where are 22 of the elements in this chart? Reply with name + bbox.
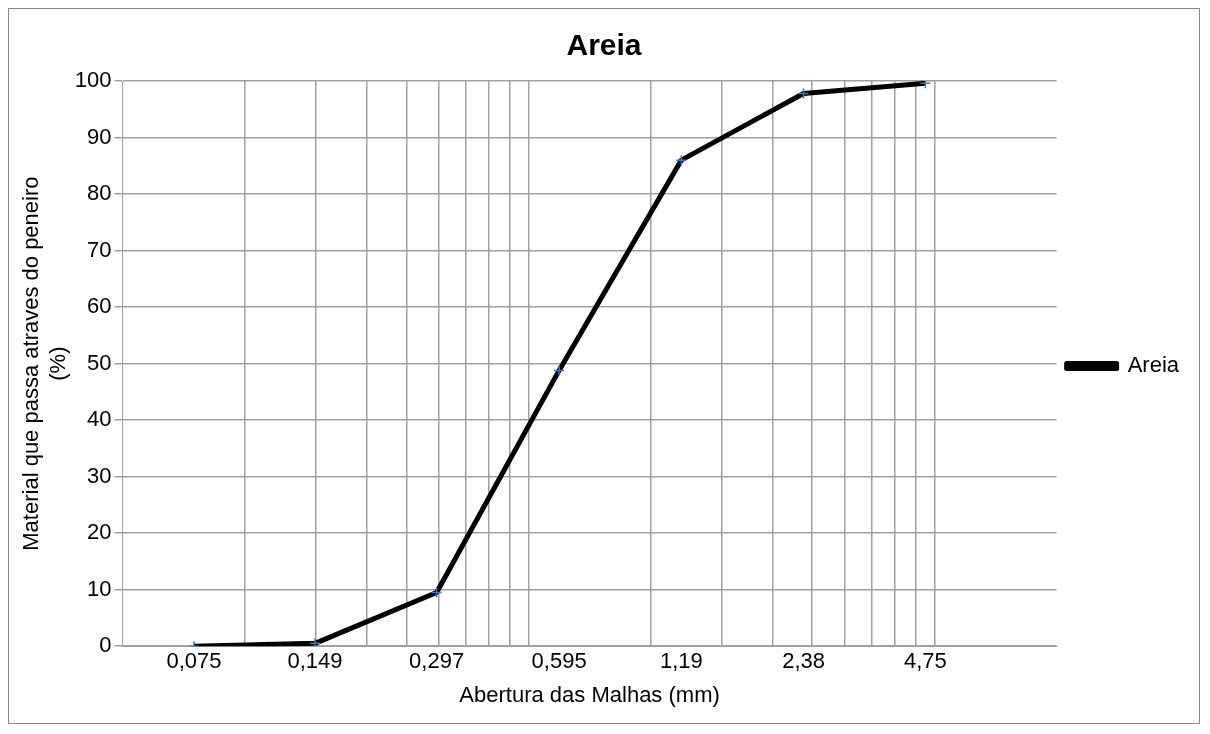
x-tick-label: 0,149 xyxy=(287,648,343,674)
y-tick-label: 80 xyxy=(87,180,112,206)
x-tick-label: 0,297 xyxy=(409,648,465,674)
x-tick-label: 1,19 xyxy=(659,648,703,674)
x-tick-label: 2,38 xyxy=(782,648,825,674)
x-axis-title: Abertura das Malhas (mm) xyxy=(459,681,720,707)
y-tick-label: 10 xyxy=(87,575,112,601)
y-tick-label: 100 xyxy=(74,67,112,93)
y-tick-label: 30 xyxy=(87,462,112,488)
y-tick-label: 70 xyxy=(87,236,112,262)
legend-label: Areia xyxy=(1127,352,1180,378)
chart-title: Areia xyxy=(566,28,642,62)
y-tick-label: 0 xyxy=(99,632,112,658)
y-tick-label: 50 xyxy=(87,349,112,375)
x-tick-label: 0,075 xyxy=(166,648,222,674)
x-tick-label: 0,595 xyxy=(531,648,587,674)
y-tick-label: 20 xyxy=(87,519,112,545)
y-tick-label: 60 xyxy=(87,293,112,319)
y-tick-label: 90 xyxy=(87,123,112,149)
y-tick-label: 40 xyxy=(87,406,112,432)
y-axis-title: Material que passa atraves do peneiro (%) xyxy=(18,176,70,551)
x-tick-label: 4,75 xyxy=(903,648,947,674)
